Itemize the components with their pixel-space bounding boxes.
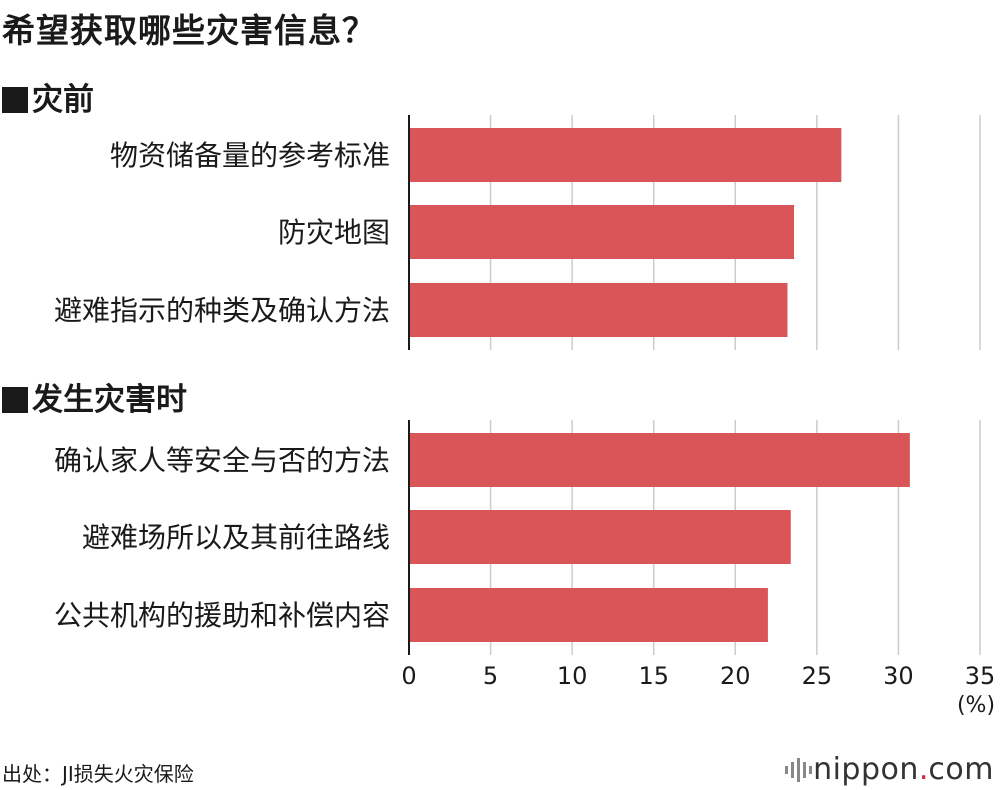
nippon-logo: nippon. com <box>783 752 994 787</box>
x-tick-label: 10 <box>557 662 588 690</box>
category-label: 确认家人等安全与否的方法 <box>54 444 390 477</box>
x-tick-label: 30 <box>883 662 914 690</box>
x-tick-label: 15 <box>638 662 669 690</box>
square-bullet-icon <box>2 87 28 113</box>
x-tick-label: 20 <box>720 662 751 690</box>
group-heading-before: 灾前 <box>2 74 94 119</box>
chart-title: 希望获取哪些灾害信息？ <box>2 11 376 50</box>
x-tick-label: 5 <box>483 662 498 690</box>
category-label: 避难场所以及其前往路线 <box>82 521 390 554</box>
category-label: 避难指示的种类及确认方法 <box>54 294 390 327</box>
source-note: 出处：JI损失火灾保险 <box>2 762 194 786</box>
category-label: 防灾地图 <box>278 216 390 249</box>
bar <box>409 433 910 487</box>
x-tick-label: 25 <box>802 662 833 690</box>
category-label: 物资储备量的参考标准 <box>110 139 390 172</box>
sound-wave-icon <box>785 757 813 782</box>
bar <box>409 128 842 182</box>
x-tick-label: 0 <box>401 662 416 690</box>
group-heading-during: 发生灾害时 <box>2 374 187 419</box>
bar <box>409 588 768 642</box>
unit-label: (%) <box>957 693 995 718</box>
bar <box>409 283 788 337</box>
square-bullet-icon <box>2 387 28 413</box>
x-tick-label: 35 <box>965 662 996 690</box>
category-label: 公共机构的援助和补偿内容 <box>54 599 390 632</box>
bar <box>409 205 795 259</box>
bar <box>409 510 791 564</box>
